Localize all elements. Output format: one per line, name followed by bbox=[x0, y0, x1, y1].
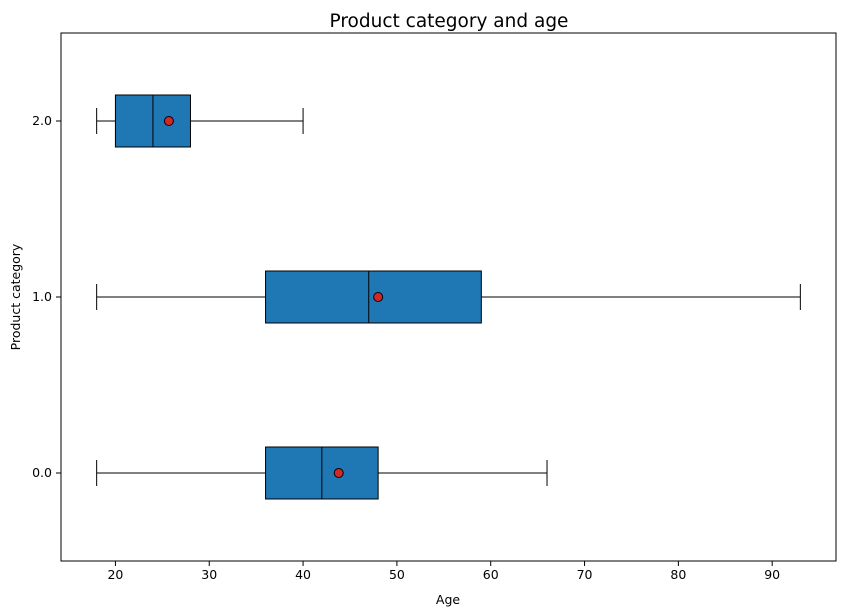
x-tick-label: 30 bbox=[201, 567, 217, 582]
box-group-1-0 bbox=[96, 270, 801, 324]
box-group-2-0 bbox=[96, 94, 304, 148]
x-tick-label: 50 bbox=[389, 567, 405, 582]
x-tick-label: 70 bbox=[577, 567, 593, 582]
x-tick-label: 60 bbox=[483, 567, 499, 582]
x-axis: 20 30 40 50 60 70 80 90 bbox=[107, 561, 780, 582]
x-tick-label: 80 bbox=[670, 567, 686, 582]
box-group-0-0 bbox=[96, 446, 548, 500]
chart-title: Product category and age bbox=[330, 11, 569, 32]
y-tick-label: 2.0 bbox=[32, 113, 52, 128]
mean-marker bbox=[163, 116, 174, 126]
y-tick-label: 1.0 bbox=[32, 289, 52, 304]
x-tick-label: 20 bbox=[107, 567, 123, 582]
y-axis-label: Product category bbox=[8, 243, 23, 350]
x-axis-label: Age bbox=[436, 592, 460, 607]
y-axis: 0.0 1.0 2.0 bbox=[32, 113, 61, 480]
y-tick-label: 0.0 bbox=[32, 465, 52, 480]
plot-marks bbox=[96, 94, 801, 500]
x-tick-label: 90 bbox=[764, 567, 780, 582]
mean-marker bbox=[373, 292, 384, 302]
x-tick-label: 40 bbox=[295, 567, 311, 582]
mean-marker bbox=[333, 468, 344, 478]
